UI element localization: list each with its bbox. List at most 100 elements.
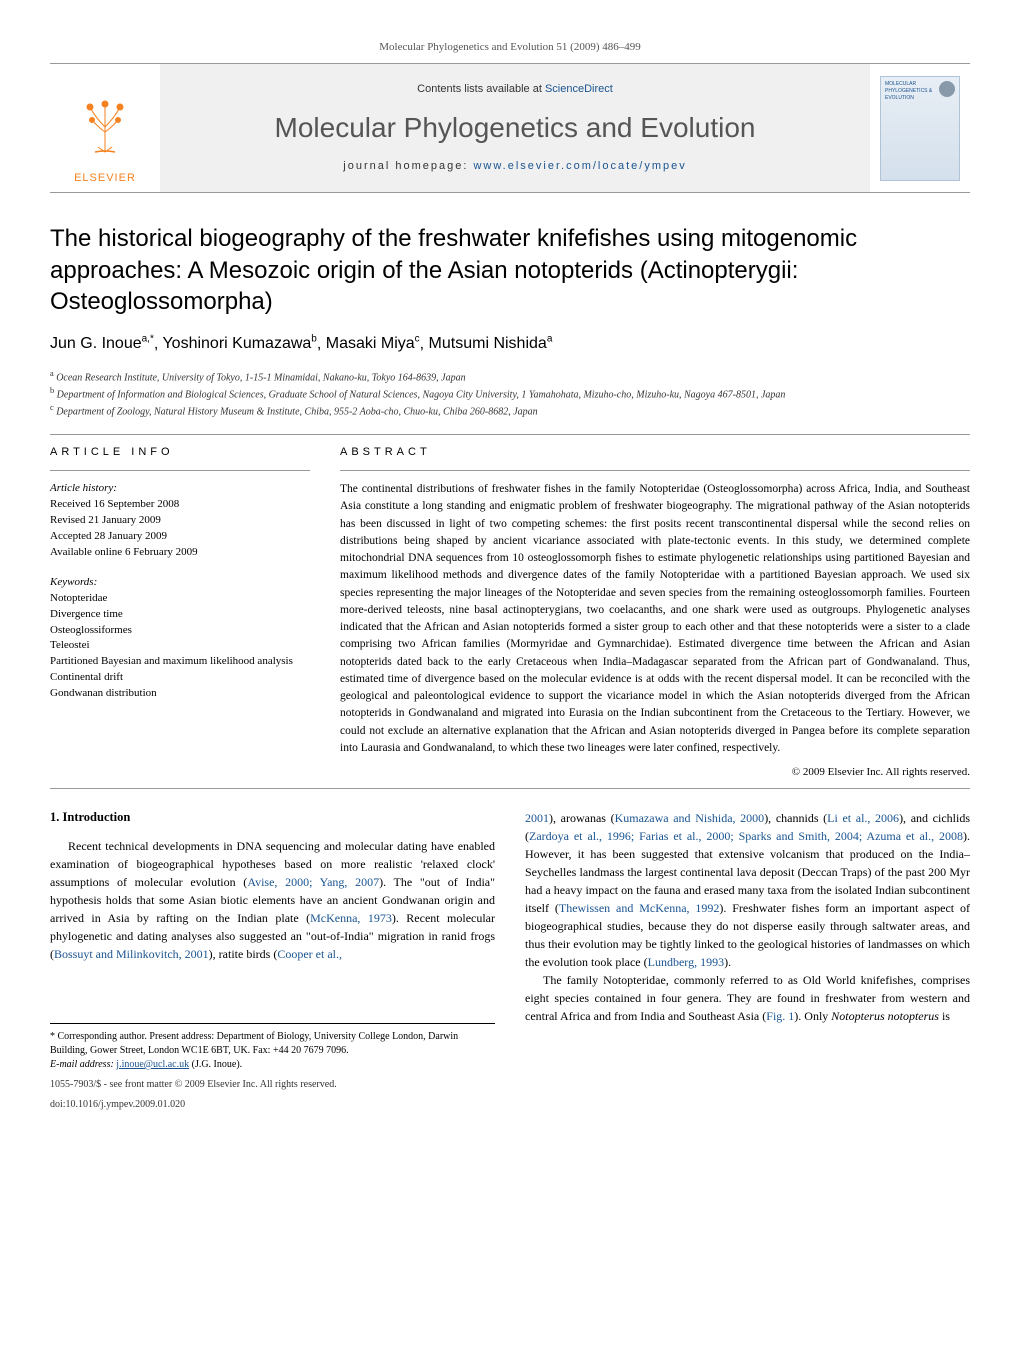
elsevier-logo: ELSEVIER xyxy=(70,92,140,187)
body-paragraph: Recent technical developments in DNA seq… xyxy=(50,837,495,963)
cover-thumbnail-cell: MOLECULAR PHYLOGENETICS & EVOLUTION xyxy=(870,64,970,192)
history-item: Received 16 September 2008 xyxy=(50,497,310,513)
body-text: ). xyxy=(724,955,731,969)
abstract-label: ABSTRACT xyxy=(340,445,970,460)
affiliation-marker: b xyxy=(50,386,54,395)
running-header: Molecular Phylogenetics and Evolution 51… xyxy=(50,40,970,55)
corresponding-author-note: * Corresponding author. Present address:… xyxy=(50,1030,495,1058)
body-text: ), ratite birds ( xyxy=(209,947,278,961)
affiliation-text: Department of Information and Biological… xyxy=(57,389,786,400)
author-name: Jun G. Inoue xyxy=(50,335,142,352)
article-history: Article history: Received 16 September 2… xyxy=(50,481,310,561)
article-title: The historical biogeography of the fresh… xyxy=(50,223,970,317)
author-email-link[interactable]: j.inoue@ucl.ac.uk xyxy=(116,1059,189,1070)
body-columns: 1. Introduction Recent technical develop… xyxy=(50,809,970,1112)
author: Jun G. Inouea,* xyxy=(50,335,154,352)
author-name: Masaki Miya xyxy=(326,335,415,352)
email-suffix: (J.G. Inoue). xyxy=(189,1059,242,1070)
affiliation-text: Ocean Research Institute, University of … xyxy=(56,372,465,383)
body-text: ). Only xyxy=(794,1009,831,1023)
body-paragraph: 2001), arowanas (Kumazawa and Nishida, 2… xyxy=(525,809,970,971)
rule xyxy=(50,788,970,789)
author-name: Mutsumi Nishida xyxy=(429,335,547,352)
author-marker: b xyxy=(311,334,317,345)
journal-homepage-line: journal homepage: www.elsevier.com/locat… xyxy=(180,159,850,174)
cover-globe-icon xyxy=(939,81,955,97)
keyword: Gondwanan distribution xyxy=(50,686,310,702)
publisher-name: ELSEVIER xyxy=(70,171,140,186)
abstract-column: ABSTRACT The continental distributions o… xyxy=(340,445,970,781)
journal-homepage-link[interactable]: www.elsevier.com/locate/ympev xyxy=(473,160,686,172)
author-name: Yoshinori Kumazawa xyxy=(162,335,311,352)
homepage-prefix: journal homepage: xyxy=(343,160,473,172)
journal-cover-thumbnail: MOLECULAR PHYLOGENETICS & EVOLUTION xyxy=(880,76,960,181)
affiliation: c Department of Zoology, Natural History… xyxy=(50,402,970,419)
author: Mutsumi Nishidaa xyxy=(429,335,553,352)
sciencedirect-link[interactable]: ScienceDirect xyxy=(545,83,613,95)
citation-link[interactable]: Li et al., 2006 xyxy=(827,811,899,825)
article-info-label: ARTICLE INFO xyxy=(50,445,310,460)
contents-available-line: Contents lists available at ScienceDirec… xyxy=(180,82,850,97)
history-item: Available online 6 February 2009 xyxy=(50,545,310,561)
body-text: ), arowanas ( xyxy=(549,811,615,825)
rule xyxy=(340,470,970,471)
keyword: Teleostei xyxy=(50,638,310,654)
body-paragraph: The family Notopteridae, commonly referr… xyxy=(525,971,970,1025)
author-marker: a xyxy=(547,334,553,345)
footnote-block: * Corresponding author. Present address:… xyxy=(50,1023,495,1072)
body-text: ), channids ( xyxy=(764,811,827,825)
citation-link[interactable]: McKenna, 1973 xyxy=(310,911,392,925)
author-marker: a,* xyxy=(142,334,154,345)
contents-prefix: Contents lists available at xyxy=(417,83,545,95)
journal-banner: ELSEVIER Contents lists available at Sci… xyxy=(50,63,970,193)
body-text: is xyxy=(939,1009,950,1023)
affiliation: a Ocean Research Institute, University o… xyxy=(50,368,970,385)
citation-link[interactable]: Kumazawa and Nishida, 2000 xyxy=(615,811,765,825)
author-list: Jun G. Inouea,*, Yoshinori Kumazawab, Ma… xyxy=(50,333,970,356)
history-item: Revised 21 January 2009 xyxy=(50,513,310,529)
affiliation-list: a Ocean Research Institute, University o… xyxy=(50,368,970,420)
front-matter-line: 1055-7903/$ - see front matter © 2009 El… xyxy=(50,1078,495,1092)
author-marker: c xyxy=(415,334,420,345)
elsevier-tree-icon xyxy=(70,92,140,162)
article-info-column: ARTICLE INFO Article history: Received 1… xyxy=(50,445,310,781)
citation-link[interactable]: Lundberg, 1993 xyxy=(648,955,724,969)
citation-link[interactable]: Zardoya et al., 1996; Farias et al., 200… xyxy=(529,829,963,843)
keyword: Continental drift xyxy=(50,670,310,686)
body-left-column: 1. Introduction Recent technical develop… xyxy=(50,809,495,1112)
affiliation-marker: c xyxy=(50,403,54,412)
citation-link[interactable]: Cooper et al., xyxy=(277,947,342,961)
author: Masaki Miyac xyxy=(326,335,420,352)
banner-center: Contents lists available at ScienceDirec… xyxy=(160,64,870,192)
body-right-column: 2001), arowanas (Kumazawa and Nishida, 2… xyxy=(525,809,970,1112)
keywords-label: Keywords: xyxy=(50,575,310,591)
history-label: Article history: xyxy=(50,481,310,497)
affiliation-marker: a xyxy=(50,369,54,378)
keyword: Divergence time xyxy=(50,607,310,623)
affiliation: b Department of Information and Biologic… xyxy=(50,385,970,402)
section-heading: 1. Introduction xyxy=(50,809,495,827)
citation-link[interactable]: Thewissen and McKenna, 1992 xyxy=(559,901,720,915)
info-abstract-row: ARTICLE INFO Article history: Received 1… xyxy=(50,445,970,781)
publisher-logo-cell: ELSEVIER xyxy=(50,64,160,192)
citation-link[interactable]: Avise, 2000; Yang, 2007 xyxy=(247,875,379,889)
email-label: E-mail address: xyxy=(50,1059,116,1070)
history-item: Accepted 28 January 2009 xyxy=(50,529,310,545)
doi-line: doi:10.1016/j.ympev.2009.01.020 xyxy=(50,1098,495,1112)
citation-link[interactable]: Bossuyt and Milinkovitch, 2001 xyxy=(54,947,209,961)
affiliation-text: Department of Zoology, Natural History M… xyxy=(56,407,537,418)
abstract-text: The continental distributions of freshwa… xyxy=(340,481,970,757)
author: Yoshinori Kumazawab xyxy=(162,335,316,352)
keyword: Osteoglossiformes xyxy=(50,623,310,639)
journal-title: Molecular Phylogenetics and Evolution xyxy=(180,108,850,147)
abstract-copyright: © 2009 Elsevier Inc. All rights reserved… xyxy=(340,765,970,780)
keyword: Notopteridae xyxy=(50,591,310,607)
figure-reference-link[interactable]: Fig. 1 xyxy=(766,1009,794,1023)
keywords-block: Keywords: Notopteridae Divergence time O… xyxy=(50,575,310,703)
email-line: E-mail address: j.inoue@ucl.ac.uk (J.G. … xyxy=(50,1058,495,1072)
species-name: Notopterus notopterus xyxy=(831,1009,939,1023)
citation-link[interactable]: 2001 xyxy=(525,811,549,825)
keyword: Partitioned Bayesian and maximum likelih… xyxy=(50,654,310,670)
rule xyxy=(50,470,310,471)
rule xyxy=(50,434,970,435)
